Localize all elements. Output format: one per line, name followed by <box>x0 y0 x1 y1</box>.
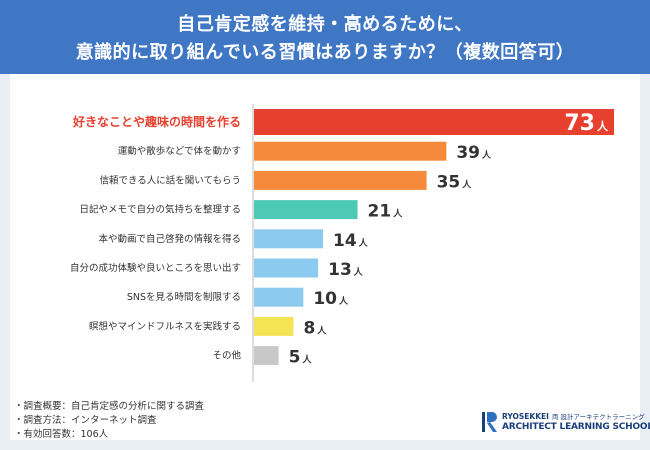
bar <box>254 229 324 249</box>
logo-brand-en: RYOSEKKEI <box>502 412 549 421</box>
value-label: 14 人 <box>333 231 369 251</box>
bar <box>254 346 279 366</box>
value-label: 21 人 <box>368 202 404 222</box>
category-label: 瞑想やマインドフルネスを実践する <box>89 320 241 332</box>
survey-notes: ・調査概要：自己肯定感の分析に関する調査 ・調査方法：インターネット調査 ・有効… <box>14 400 204 442</box>
logo-mark-icon <box>482 412 497 432</box>
survey-note-method: ・調査方法：インターネット調査 <box>14 415 157 426</box>
title-line-2: 意識的に取り組んでいる習慣はありますか？（複数回答可） <box>75 42 575 63</box>
value-label: 73 人 <box>564 111 609 136</box>
bar <box>254 141 447 161</box>
category-label: 好きなことや趣味の時間を作る <box>72 114 241 129</box>
category-label: 自分の成功体験や良いところを思い出す <box>70 262 241 274</box>
brand-logo: RYOSEKKEI 両 設計アーキテクトラーニング ARCHITECT LEARN… <box>481 410 650 436</box>
title-line-1: 自己肯定感を維持・高めるために、 <box>177 14 473 35</box>
category-label: 信頼できる人に話を聞いてもらう <box>99 174 241 186</box>
bar <box>254 170 427 190</box>
value-label: 10 人 <box>313 289 349 309</box>
survey-note-respondents: ・有効回答数：106人 <box>14 429 109 440</box>
logo-school: ARCHITECT LEARNING SCHOOL <box>502 422 650 432</box>
logo-brand: RYOSEKKEI 両 設計アーキテクトラーニング <box>502 411 645 421</box>
bar <box>254 200 358 220</box>
category-label: その他 <box>212 350 241 362</box>
value-label: 35 人 <box>437 172 473 192</box>
survey-note-overview: ・調査概要：自己肯定感の分析に関する調査 <box>14 401 205 412</box>
title-banner: 自己肯定感を維持・高めるために、 意識的に取り組んでいる習慣はありますか？（複数… <box>0 0 650 74</box>
logo-brand-jp: 両 設計アーキテクトラーニング <box>551 413 645 421</box>
value-label: 13 人 <box>328 260 364 280</box>
bar <box>254 287 304 307</box>
category-label: SNSを見る時間を制限する <box>127 291 241 303</box>
value-label: 39 人 <box>456 143 492 163</box>
bar <box>254 258 319 278</box>
bar <box>254 316 294 336</box>
category-label: 運動や散歩などで体を動かす <box>118 145 241 157</box>
category-label: 本や動画で自己啓発の情報を得る <box>98 233 241 245</box>
bar <box>254 109 614 135</box>
category-label: 日記やメモで自分の気持ちを整理する <box>79 204 241 216</box>
